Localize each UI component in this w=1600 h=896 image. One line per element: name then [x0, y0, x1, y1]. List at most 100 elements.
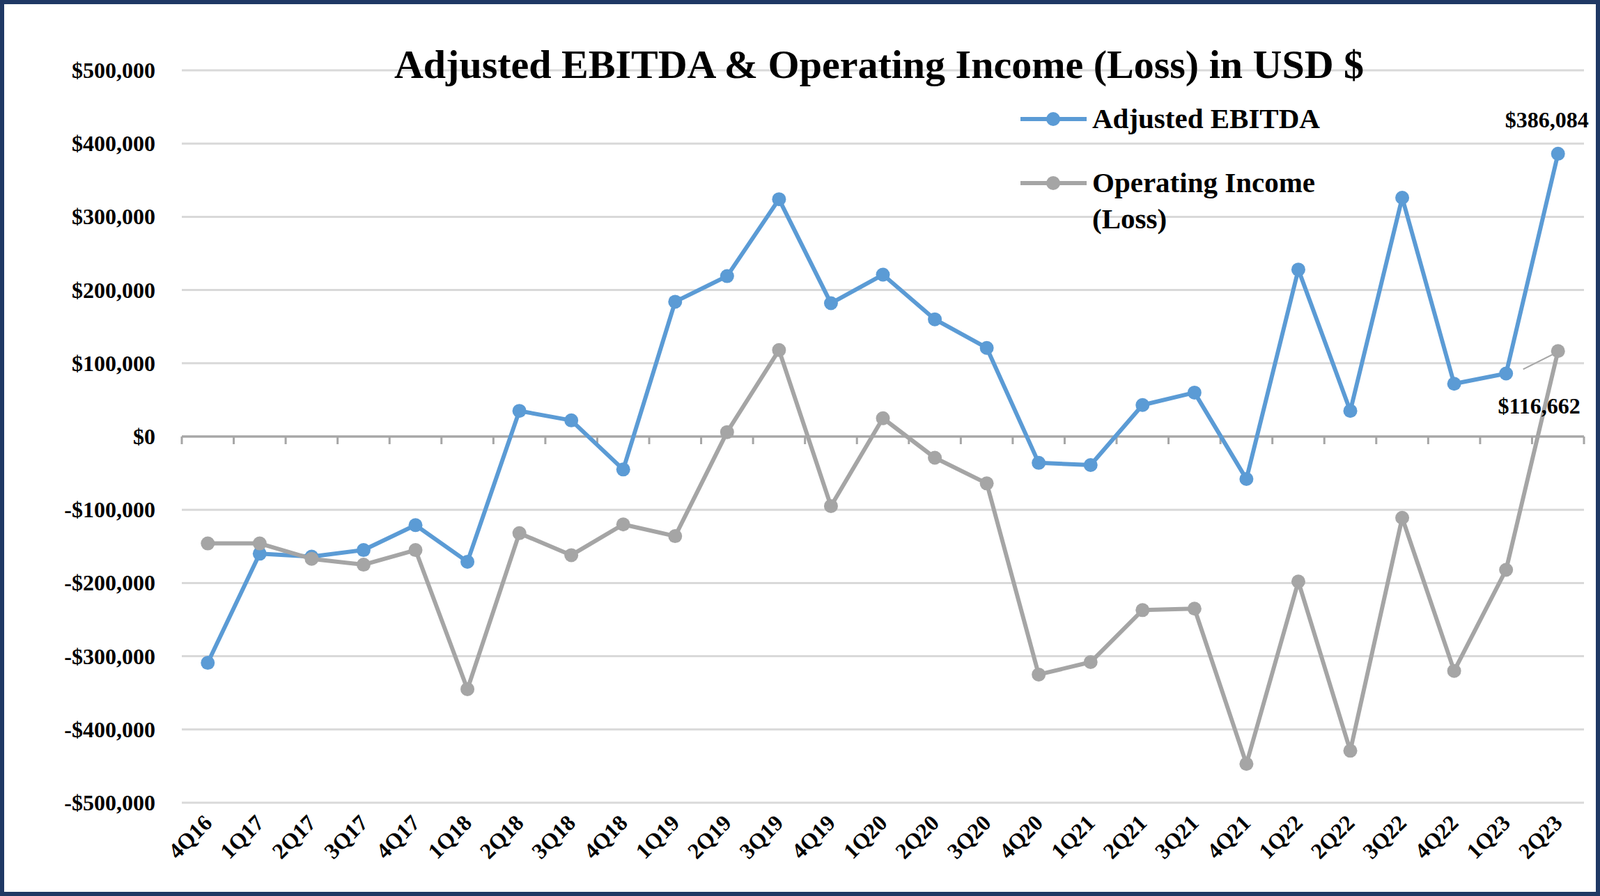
- marker: [1291, 574, 1306, 589]
- x-tick: [856, 436, 859, 445]
- x-tick: [959, 436, 962, 445]
- grid-line: [181, 802, 1584, 805]
- x-tick: [1167, 436, 1170, 445]
- x-axis-line: [181, 436, 1584, 439]
- legend-label: Adjusted EBITDA: [1092, 102, 1320, 135]
- x-tick: [1323, 436, 1326, 445]
- x-tick: [1063, 436, 1066, 445]
- x-tick-label: 2Q20: [890, 810, 944, 864]
- y-tick-label: -$300,000: [64, 644, 156, 670]
- x-tick-label: 3Q17: [319, 810, 373, 864]
- marker: [720, 269, 735, 284]
- x-tick-label: 3Q19: [734, 810, 788, 864]
- x-tick-label: 2Q23: [1513, 810, 1568, 864]
- legend-label: Operating Income (Loss): [1092, 166, 1323, 235]
- x-tick: [1583, 436, 1586, 445]
- marker: [720, 425, 735, 440]
- x-tick: [492, 436, 495, 445]
- marker: [460, 555, 475, 570]
- marker: [1343, 404, 1358, 418]
- legend-marker: [1046, 112, 1061, 127]
- y-tick-label: $100,000: [71, 351, 156, 377]
- marker: [512, 404, 527, 418]
- x-tick: [284, 436, 287, 445]
- marker: [1447, 376, 1462, 391]
- marker: [616, 517, 631, 532]
- x-tick: [752, 436, 755, 445]
- marker: [304, 552, 319, 567]
- marker: [1343, 743, 1358, 758]
- x-tick-label: 1Q17: [215, 810, 269, 864]
- x-tick: [648, 436, 651, 445]
- marker: [408, 543, 423, 558]
- y-tick-label: -$100,000: [64, 497, 156, 523]
- x-tick: [388, 436, 391, 445]
- x-tick-label: 2Q22: [1305, 810, 1359, 864]
- grid-line: [181, 289, 1584, 292]
- grid: [181, 70, 1584, 804]
- x-tick-label: 3Q21: [1150, 810, 1204, 864]
- x-tick-label: 3Q20: [942, 810, 997, 864]
- marker: [512, 526, 527, 541]
- y-tick-label: $400,000: [71, 130, 156, 157]
- x-tick: [1478, 436, 1481, 445]
- marker: [1551, 344, 1566, 359]
- marker: [1498, 562, 1513, 577]
- marker: [1395, 511, 1410, 526]
- title: Adjusted EBITDA & Operating Income (Loss…: [394, 41, 1364, 88]
- x-tick: [700, 436, 703, 445]
- x-tick-label: 2Q17: [266, 810, 321, 864]
- marker: [927, 451, 942, 466]
- marker: [408, 518, 423, 533]
- legend-marker: [1046, 176, 1061, 191]
- marker: [460, 682, 475, 697]
- x-tick-label: 2Q21: [1097, 810, 1152, 864]
- series-line: [207, 350, 1558, 765]
- marker: [1083, 458, 1098, 473]
- data-label: $116,662: [1497, 393, 1580, 419]
- leader-line: [1523, 353, 1555, 370]
- data-label: $386,084: [1505, 107, 1589, 133]
- x-tick-label: 4Q21: [1201, 810, 1256, 864]
- marker: [616, 462, 631, 477]
- plot-data: [200, 146, 1565, 772]
- marker: [200, 656, 215, 671]
- marker: [1083, 655, 1098, 670]
- frame: [2, 2, 1598, 895]
- x-tick: [440, 436, 443, 445]
- x-tick-label: 2Q18: [475, 810, 529, 864]
- marker: [876, 268, 891, 283]
- marker: [1239, 472, 1254, 487]
- x-tick: [544, 436, 547, 445]
- x-tick: [181, 436, 184, 445]
- marker: [1135, 603, 1150, 618]
- marker: [564, 548, 579, 563]
- marker: [876, 411, 891, 426]
- x-tick-label: 1Q18: [422, 810, 477, 864]
- marker: [1031, 668, 1046, 682]
- grid-line: [181, 436, 1584, 439]
- marker: [1239, 757, 1254, 772]
- chart: -$500,000-$400,000-$300,000-$200,000-$10…: [0, 0, 1600, 896]
- y-tick-label: $200,000: [71, 277, 156, 304]
- marker: [1135, 398, 1150, 413]
- marker: [824, 296, 838, 311]
- marker: [1551, 146, 1566, 161]
- x-tick-label: 3Q18: [526, 810, 581, 864]
- x-tick-label: 1Q23: [1461, 810, 1516, 864]
- grid-line: [181, 215, 1584, 219]
- marker: [1187, 601, 1202, 616]
- x-tick: [1427, 436, 1430, 445]
- x-tick-label: 4Q22: [1409, 810, 1464, 864]
- grid-line: [181, 728, 1584, 731]
- grid-line: [181, 362, 1584, 365]
- marker: [1498, 367, 1513, 382]
- marker: [1291, 262, 1306, 277]
- marker: [356, 557, 371, 572]
- marker: [1031, 456, 1046, 471]
- y-tick-label: $0: [133, 424, 156, 450]
- marker: [824, 499, 838, 514]
- y-tick-label: $500,000: [71, 57, 156, 83]
- x-tick: [803, 436, 806, 445]
- series-line: [207, 153, 1558, 664]
